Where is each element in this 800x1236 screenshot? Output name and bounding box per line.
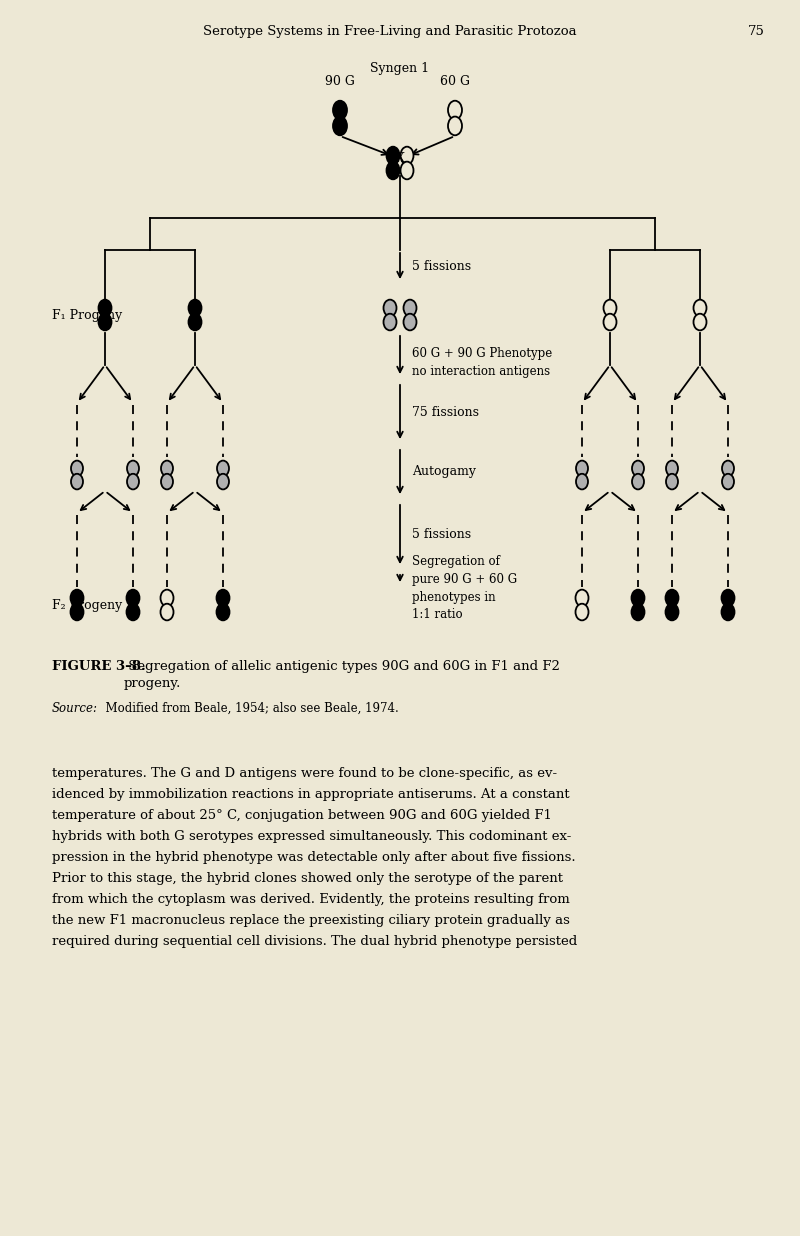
- Ellipse shape: [576, 473, 588, 489]
- Ellipse shape: [70, 590, 83, 607]
- Ellipse shape: [161, 603, 174, 620]
- Text: pression in the hybrid phenotype was detectable only after about five fissions.: pression in the hybrid phenotype was det…: [52, 852, 576, 864]
- Ellipse shape: [666, 590, 678, 607]
- Ellipse shape: [127, 473, 139, 489]
- Ellipse shape: [217, 473, 229, 489]
- Text: X: X: [395, 152, 405, 164]
- Ellipse shape: [694, 299, 706, 316]
- Text: required during sequential cell divisions. The dual hybrid phenotype persisted: required during sequential cell division…: [52, 934, 578, 948]
- Ellipse shape: [217, 461, 229, 476]
- Ellipse shape: [722, 603, 734, 620]
- Text: Source:: Source:: [52, 702, 98, 714]
- Text: Prior to this stage, the hybrid clones showed only the serotype of the parent: Prior to this stage, the hybrid clones s…: [52, 873, 563, 885]
- Ellipse shape: [722, 590, 734, 607]
- Ellipse shape: [576, 461, 588, 476]
- Ellipse shape: [189, 314, 202, 330]
- Text: 75 fissions: 75 fissions: [412, 405, 479, 419]
- Ellipse shape: [632, 461, 644, 476]
- Ellipse shape: [386, 162, 399, 179]
- Ellipse shape: [126, 603, 139, 620]
- Ellipse shape: [71, 473, 83, 489]
- Ellipse shape: [189, 299, 202, 316]
- Ellipse shape: [666, 473, 678, 489]
- Text: FIGURE 3–8.: FIGURE 3–8.: [52, 660, 146, 672]
- Ellipse shape: [386, 147, 399, 164]
- Ellipse shape: [217, 603, 230, 620]
- Ellipse shape: [448, 100, 462, 120]
- Ellipse shape: [631, 603, 645, 620]
- Text: 60 G + 90 G Phenotype
no interaction antigens: 60 G + 90 G Phenotype no interaction ant…: [412, 347, 552, 378]
- Ellipse shape: [161, 461, 173, 476]
- Ellipse shape: [161, 590, 174, 607]
- Ellipse shape: [694, 314, 706, 330]
- Text: Serotype Systems in Free-Living and Parasitic Protozoa: Serotype Systems in Free-Living and Para…: [203, 25, 577, 38]
- Ellipse shape: [666, 461, 678, 476]
- Ellipse shape: [722, 461, 734, 476]
- Text: 75: 75: [748, 25, 765, 38]
- Ellipse shape: [333, 116, 347, 135]
- Ellipse shape: [401, 162, 414, 179]
- Ellipse shape: [403, 314, 417, 330]
- Ellipse shape: [383, 314, 397, 330]
- Ellipse shape: [71, 461, 83, 476]
- Text: 5 fissions: 5 fissions: [412, 528, 471, 540]
- Ellipse shape: [401, 147, 414, 164]
- Text: temperatures. The G and D antigens were found to be clone-specific, as ev-: temperatures. The G and D antigens were …: [52, 768, 557, 780]
- Ellipse shape: [98, 314, 111, 330]
- Ellipse shape: [575, 603, 589, 620]
- Text: hybrids with both G serotypes expressed simultaneously. This codominant ex-: hybrids with both G serotypes expressed …: [52, 831, 571, 843]
- Ellipse shape: [722, 473, 734, 489]
- Ellipse shape: [333, 100, 347, 120]
- Text: F₁ Progeny: F₁ Progeny: [52, 309, 122, 321]
- Text: the new F1 macronucleus replace the preexisting ciliary protein gradually as: the new F1 macronucleus replace the pree…: [52, 913, 570, 927]
- Ellipse shape: [217, 590, 230, 607]
- Text: Autogamy: Autogamy: [412, 466, 476, 478]
- Text: Syngen 1: Syngen 1: [370, 62, 430, 75]
- Ellipse shape: [70, 603, 83, 620]
- Ellipse shape: [448, 116, 462, 135]
- Text: 90 G: 90 G: [325, 75, 355, 88]
- Ellipse shape: [575, 590, 589, 607]
- Text: 60 G: 60 G: [440, 75, 470, 88]
- Text: from which the cytoplasm was derived. Evidently, the proteins resulting from: from which the cytoplasm was derived. Ev…: [52, 892, 570, 906]
- Text: F₂ Progeny: F₂ Progeny: [52, 598, 122, 612]
- Ellipse shape: [383, 299, 397, 316]
- Text: idenced by immobilization reactions in appropriate antiserums. At a constant: idenced by immobilization reactions in a…: [52, 789, 570, 801]
- Ellipse shape: [161, 473, 173, 489]
- Ellipse shape: [403, 299, 417, 316]
- Text: temperature of about 25° C, conjugation between 90G and 60G yielded F1: temperature of about 25° C, conjugation …: [52, 810, 552, 822]
- Text: 5 fissions: 5 fissions: [412, 260, 471, 272]
- Ellipse shape: [631, 590, 645, 607]
- Ellipse shape: [126, 590, 139, 607]
- Ellipse shape: [632, 473, 644, 489]
- Ellipse shape: [666, 603, 678, 620]
- Text: Segregation of allelic antigenic types 90G and 60G in F1 and F2
progeny.: Segregation of allelic antigenic types 9…: [124, 660, 560, 690]
- Ellipse shape: [603, 314, 617, 330]
- Ellipse shape: [98, 299, 111, 316]
- Text: Segregation of
pure 90 G + 60 G
phenotypes in
1:1 ratio: Segregation of pure 90 G + 60 G phenotyp…: [412, 555, 517, 622]
- Ellipse shape: [603, 299, 617, 316]
- Ellipse shape: [127, 461, 139, 476]
- Text: Modified from Beale, 1954; also see Beale, 1974.: Modified from Beale, 1954; also see Beal…: [98, 702, 398, 714]
